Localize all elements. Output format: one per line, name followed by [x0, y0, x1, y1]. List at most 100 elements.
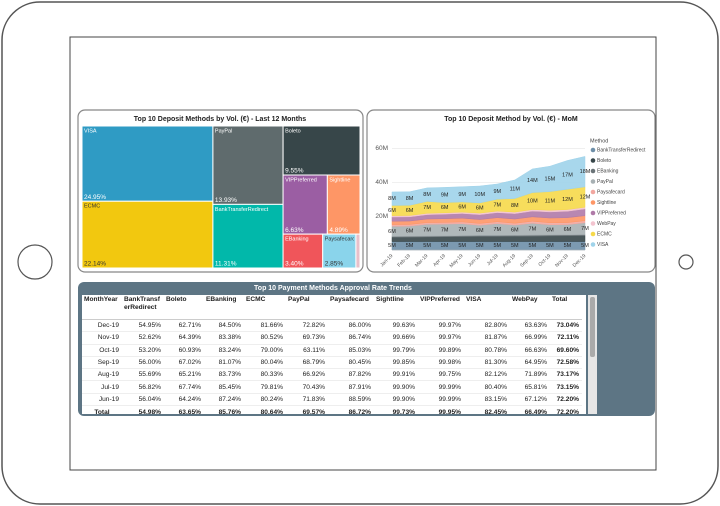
total-cell: 80.64%	[244, 405, 286, 414]
table-cell: Nov-19	[82, 331, 122, 345]
table-cell: 85.03%	[328, 344, 374, 357]
table-cell: 99.79%	[374, 344, 418, 357]
scrollbar[interactable]	[588, 295, 597, 414]
tile-name: EBanking	[285, 237, 309, 243]
table-cell: Jun-19	[82, 393, 122, 407]
approval-table: MonthYear BankTransferRedirect Boleto EBank…	[82, 295, 582, 414]
legend-label: Sightline	[597, 200, 616, 206]
table-cell: 71.89%	[510, 368, 550, 382]
tile-value: 2.85%	[325, 261, 344, 268]
table-row: Jun-19 56.04% 64.24% 87.24% 80.24% 71.83% 88.5…	[82, 393, 582, 407]
table-cell: 81.30%	[464, 356, 510, 370]
table-cell: 99.97%	[418, 331, 464, 345]
table-cell: 80.04%	[244, 356, 286, 370]
data-label: 5M	[529, 243, 537, 249]
table-cell: 83.38%	[204, 331, 244, 345]
data-label: 5M	[423, 243, 431, 249]
table-cell: 64.39%	[164, 331, 204, 345]
table-cell: 83.15%	[464, 393, 510, 407]
tile-name: ECMC	[84, 204, 100, 210]
area-series	[391, 241, 586, 251]
column-header: Total	[550, 295, 582, 320]
data-label: 6M	[441, 205, 449, 211]
data-label: 5M	[546, 243, 554, 249]
tile-name: WebPay	[358, 237, 379, 243]
total-cell: 54.98%	[122, 405, 164, 414]
tile-labels: Paysafecard 2.85%	[325, 237, 356, 268]
treemap-tile	[81, 125, 214, 202]
data-label: 5M	[581, 243, 589, 249]
table-cell: 81.07%	[204, 356, 244, 370]
table-cell: 67.74%	[164, 380, 204, 394]
treemap-title: Top 10 Deposit Methods by Vol. (€) - Las…	[134, 116, 307, 123]
data-label: 11M	[545, 198, 556, 204]
total-cell: 99.95%	[418, 405, 464, 414]
legend-title: Method	[590, 138, 608, 144]
treemap-tile	[81, 200, 214, 269]
data-label: 5M	[388, 243, 396, 249]
tile-labels: Sightline 4.89%	[329, 177, 350, 233]
scroll-thumb[interactable]	[590, 297, 595, 357]
table-title: Top 10 Payment Methods Approval Rate Tre…	[254, 285, 412, 292]
data-label: 8M	[511, 203, 519, 209]
table-cell: 80.52%	[244, 331, 286, 345]
legend-label: PayPal	[597, 179, 613, 185]
table-cell: 80.78%	[464, 344, 510, 357]
tile-name: Paysafecard	[325, 237, 356, 243]
table-cell: 99.63%	[374, 319, 418, 333]
data-label: 7M	[458, 227, 466, 233]
data-label: 6M	[476, 228, 484, 234]
column-header: WebPay	[510, 295, 550, 320]
y-tick-label: 60M	[375, 145, 388, 152]
y-tick-label: 20M	[375, 213, 388, 220]
camera	[678, 254, 694, 270]
column-header: Boleto	[164, 295, 204, 320]
y-tick-label: 40M	[375, 179, 388, 186]
tile-labels: EBanking 3.40%	[285, 237, 309, 268]
table-cell: 72.20%	[550, 393, 582, 407]
table-cell: Sep-19	[82, 356, 122, 370]
table-cell: Dec-19	[82, 319, 122, 333]
home-button[interactable]	[17, 244, 53, 280]
area-title: Top 10 Deposit Method by Vol. (€) - MoM	[444, 116, 578, 123]
treemap-tile	[326, 174, 361, 235]
legend-label: Boleto	[597, 158, 611, 164]
table-cell: Aug-19	[82, 368, 122, 382]
legend-swatch	[590, 147, 596, 153]
data-label: 5M	[493, 243, 501, 249]
table-cell: 99.99%	[418, 380, 464, 394]
data-label: 9M	[458, 192, 466, 198]
table-cell: 99.66%	[374, 331, 418, 345]
table-cell: 99.85%	[374, 356, 418, 370]
table-cell: 84.50%	[204, 319, 244, 333]
data-label: 11M	[510, 187, 521, 193]
table-cell: 87.24%	[204, 393, 244, 407]
data-label: 6M	[564, 227, 572, 233]
legend-label: WebPay	[597, 221, 616, 227]
table-cell: 68.79%	[286, 356, 328, 370]
treemap-tile	[212, 203, 284, 269]
table-cell: 60.93%	[164, 344, 204, 357]
table-panel: Top 10 Payment Methods Approval Rate Tre…	[78, 282, 655, 416]
table-cell: 72.58%	[550, 356, 582, 370]
table-cell: 66.92%	[286, 368, 328, 382]
table-cell: 81.66%	[244, 319, 286, 333]
table-cell: 87.82%	[328, 368, 374, 382]
data-label: 6M	[476, 205, 484, 211]
data-label: 6M	[546, 227, 554, 233]
table-cell: 99.91%	[374, 368, 418, 382]
table-row: Sep-19 56.00% 67.02% 81.07% 80.04% 68.79% 80.4…	[82, 356, 582, 370]
data-label: 18M	[580, 169, 591, 175]
legend-label: VIPPreferred	[597, 210, 626, 216]
table-cell: 67.02%	[164, 356, 204, 370]
data-label: 12M	[580, 194, 591, 200]
table-cell: 79.00%	[244, 344, 286, 357]
table-cell: 72.11%	[550, 331, 582, 345]
table-cell: 81.87%	[464, 331, 510, 345]
table-cell: 55.69%	[122, 368, 164, 382]
tile-name: Boleto	[285, 128, 301, 134]
table-row: Oct-19 53.20% 60.93% 83.24% 79.00% 63.11% 85.0…	[82, 344, 582, 357]
table-cell: 70.43%	[286, 380, 328, 394]
table-cell: 67.12%	[510, 393, 550, 407]
data-label: 8M	[406, 196, 414, 202]
